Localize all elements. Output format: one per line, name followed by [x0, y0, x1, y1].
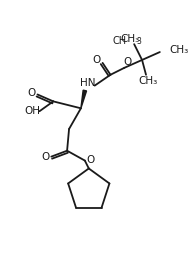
Text: O: O [87, 155, 95, 164]
Text: CH₃: CH₃ [170, 45, 189, 55]
Text: CH: CH [112, 36, 126, 46]
Text: HN: HN [80, 78, 96, 88]
Text: OH: OH [25, 106, 41, 116]
Text: CH₃: CH₃ [138, 76, 158, 86]
Text: O: O [27, 89, 36, 98]
Text: O: O [123, 57, 131, 67]
Text: O: O [93, 55, 101, 65]
Text: O: O [41, 152, 50, 162]
Text: CH₃: CH₃ [121, 34, 140, 44]
Polygon shape [81, 90, 86, 108]
Text: 3: 3 [136, 37, 141, 46]
